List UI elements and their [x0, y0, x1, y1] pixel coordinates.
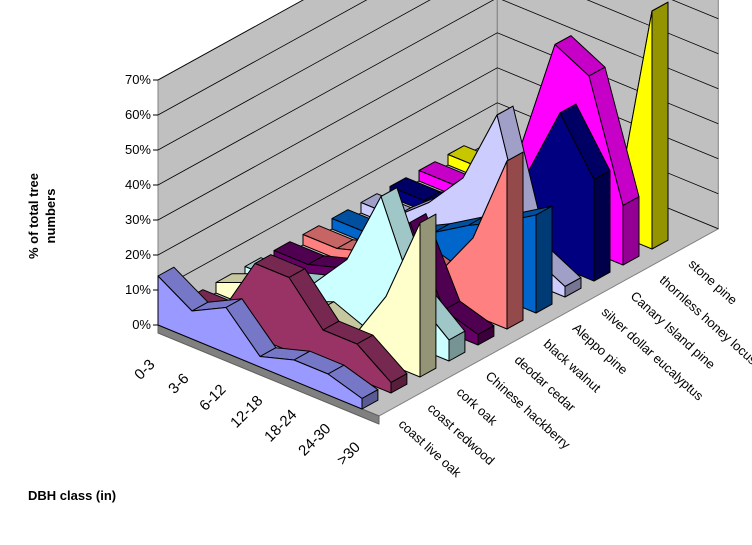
series-front-face — [157, 275, 363, 410]
y-axis-title: % of total tree numbers — [26, 173, 58, 259]
y-tick-label: 40% — [125, 177, 151, 192]
series-end-cap — [506, 151, 524, 330]
gridline — [157, 0, 719, 116]
y-tick-label: 0% — [132, 317, 151, 332]
y-tick-label: 60% — [125, 107, 151, 122]
y-tick-label: 50% — [125, 142, 151, 157]
y-tick-label: 70% — [125, 72, 151, 87]
series-end-cap — [593, 170, 611, 282]
category-label: 24-30 — [295, 420, 334, 459]
y-title-line: % of total tree — [26, 173, 41, 259]
category-label: 6-12 — [196, 381, 229, 414]
y-tick-label: 30% — [125, 212, 151, 227]
x-axis-title: DBH class (in) — [28, 488, 116, 503]
category-label: 3-6 — [165, 370, 192, 397]
category-label: 0-3 — [131, 356, 158, 383]
y-tick-label: 20% — [125, 247, 151, 262]
series-label: Canary Island pine — [628, 288, 719, 372]
series-end-cap — [419, 213, 437, 378]
series-ribbon — [157, 266, 379, 410]
y-title-line: numbers — [43, 189, 58, 244]
category-label: >30 — [334, 439, 364, 469]
series-end-cap — [535, 205, 553, 314]
category-label: 12-18 — [227, 392, 266, 431]
series-end-cap — [651, 1, 669, 250]
gridline — [157, 0, 304, 81]
y-tick-labels: 0% 10% 20% 30% 40% 50% 60% 70% — [125, 72, 151, 332]
series-label: Chinese hackberry — [483, 368, 574, 452]
category-label: 18-24 — [261, 406, 300, 445]
gridline — [157, 0, 719, 151]
y-tick-label: 10% — [125, 282, 151, 297]
series-layer — [157, 1, 669, 410]
series-end-cap — [622, 196, 640, 266]
series-label: cork oak — [454, 384, 501, 428]
